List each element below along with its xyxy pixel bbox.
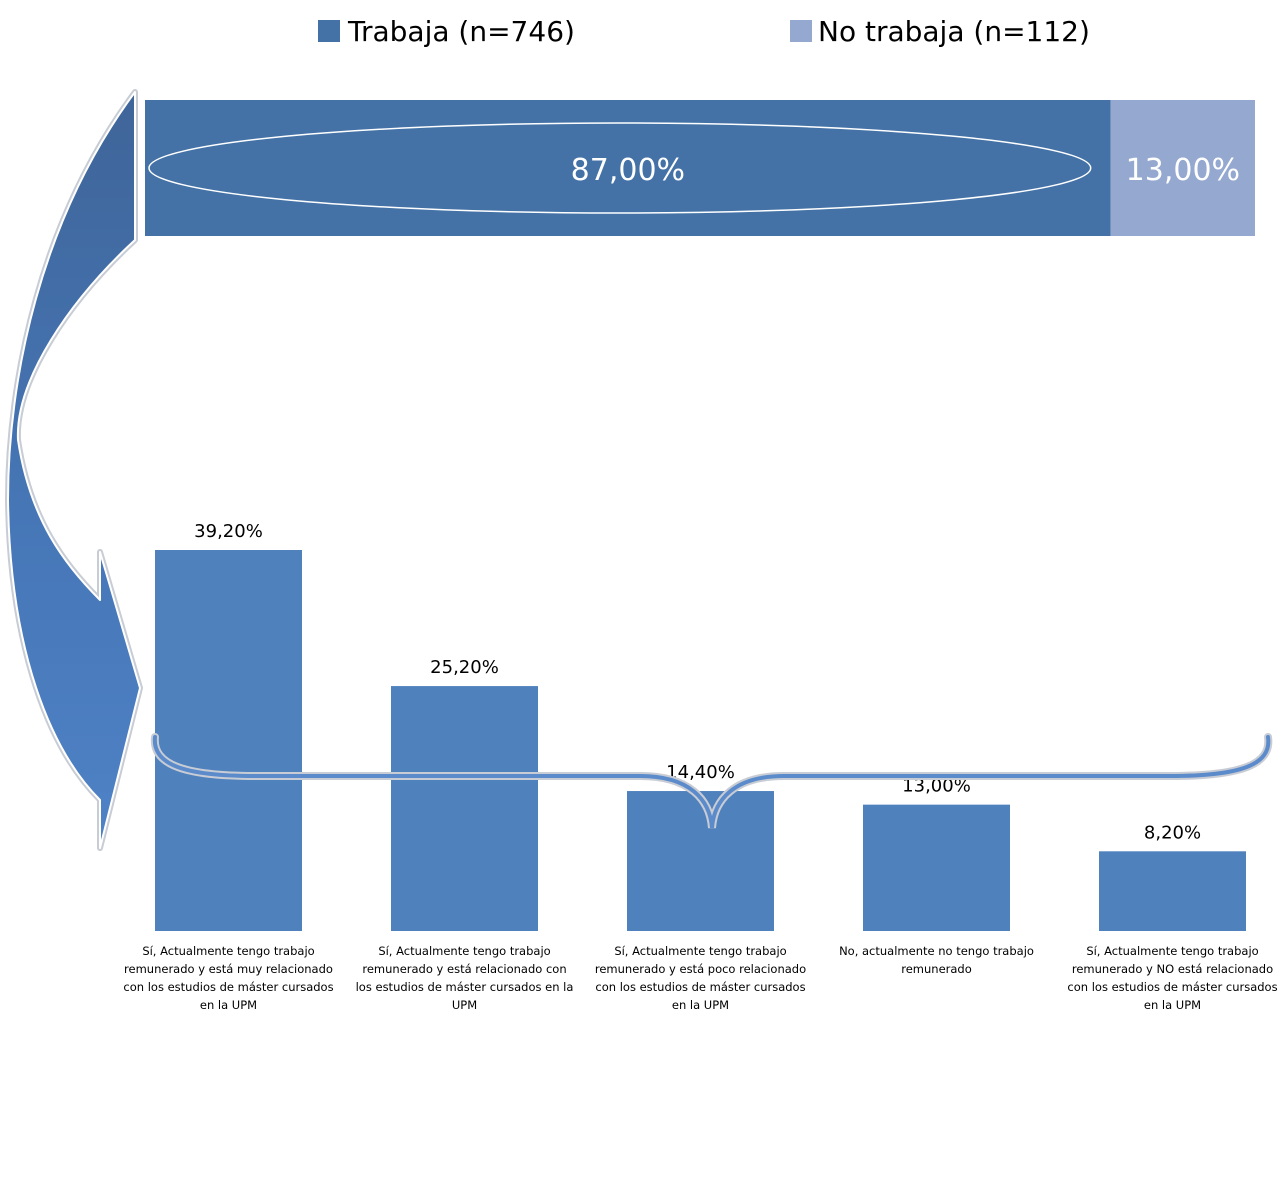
bar [627,791,774,931]
category-label: No, actualmente no tengo trabajo remunera… [839,944,1034,976]
brace-line [152,735,1271,829]
category-label-line: Sí, Actualmente tengo trabajo [378,944,550,958]
highlight-ellipse [148,122,1092,214]
bar-data-label: 13,00% [902,776,971,797]
category-label: Sí, Actualmente tengo trabajo remunerado … [595,944,806,1012]
category-label-line: remunerado y está poco relacionado [595,962,806,976]
legend-swatch-trabaja [318,20,340,42]
stacked-data-label-no-trabaja: 13,00% [1126,153,1240,188]
category-label: Sí, Actualmente tengo trabajo remunerado … [123,944,333,1012]
stacked-segment-no-trabaja [1110,100,1255,236]
category-label-line: Sí, Actualmente tengo trabajo [614,944,786,958]
bar-data-label: 25,20% [430,657,499,678]
category-label-line: remunerado y está muy relacionado [124,962,333,976]
category-label-line: Sí, Actualmente tengo trabajo [142,944,314,958]
category-label-line: con los estudios de máster cursados [1067,980,1277,994]
category-label-line: remunerado y está relacionado con [362,962,566,976]
category-label-line: Sí, Actualmente tengo trabajo [1086,944,1258,958]
stacked-data-label-trabaja: 87,00% [571,153,685,188]
stacked-bar-chart: 87,00% 13,00% [145,100,1255,236]
category-label-line: en la UPM [1144,998,1201,1012]
category-label-line: en la UPM [672,998,729,1012]
legend: Trabaja (n=746) No trabaja (n=112) [318,15,1090,48]
bar-data-label: 8,20% [1144,822,1201,843]
bar [391,686,538,931]
category-label: Sí, Actualmente tengo trabajo remunerado … [356,944,574,1012]
curved-arrow-icon [5,89,143,851]
bar [863,804,1010,931]
category-label-line: remunerado y NO está relacionado [1072,962,1273,976]
bar-chart: 39,20% Sí, Actualmente tengo trabajo remun… [123,521,1277,1012]
category-label-line: remunerado [901,962,972,976]
category-label-line: No, actualmente no tengo trabajo [839,944,1034,958]
category-label: Sí, Actualmente tengo trabajo remunerado … [1067,944,1277,1012]
bar [1099,851,1246,931]
legend-swatch-no-trabaja [790,20,812,42]
category-label-line: con los estudios de máster cursados [123,980,333,994]
legend-label-trabaja: Trabaja (n=746) [347,15,575,48]
bar-data-label: 14,40% [666,762,735,783]
category-label-line: con los estudios de máster cursados [595,980,805,994]
bar [155,550,302,931]
category-label-line: en la UPM [200,998,257,1012]
category-label-line: los estudios de máster cursados en la [356,980,574,994]
bar-data-label: 39,20% [194,521,263,542]
legend-label-no-trabaja: No trabaja (n=112) [818,15,1090,48]
category-label-line: UPM [452,998,477,1012]
